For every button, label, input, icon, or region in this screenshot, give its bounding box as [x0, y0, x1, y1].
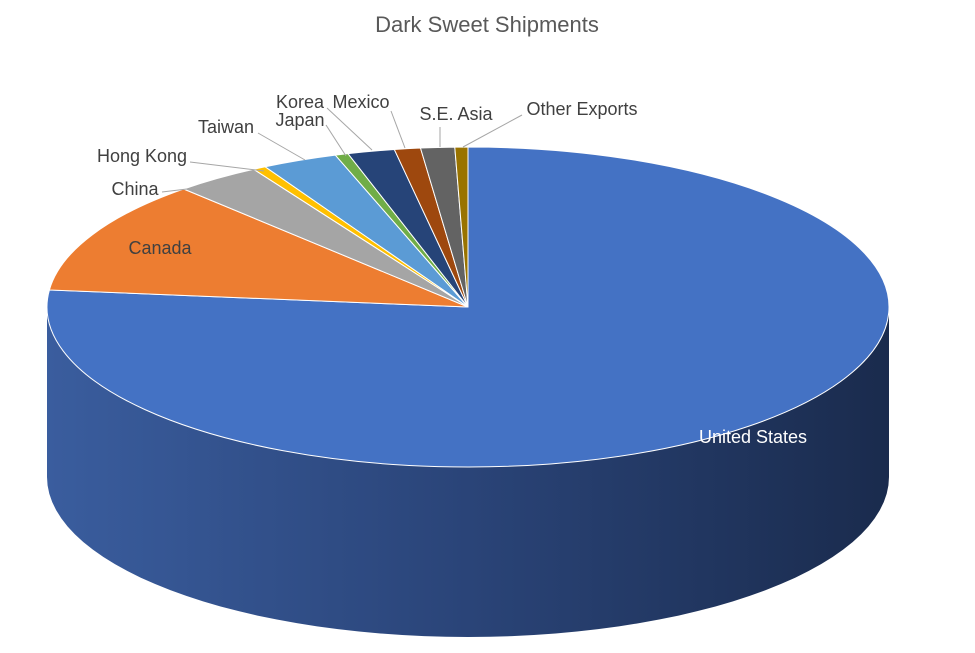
- leader-line: [257, 132, 306, 161]
- data-label: Hong Kong: [97, 146, 187, 166]
- data-label: Mexico: [332, 92, 389, 112]
- chart-title: Dark Sweet Shipments: [375, 12, 599, 37]
- data-label: Other Exports: [526, 99, 637, 119]
- slice: [48, 188, 469, 308]
- leader-line: [189, 161, 265, 172]
- data-label: Korea: [276, 92, 325, 112]
- leader-line: [161, 185, 213, 193]
- slice: [454, 146, 469, 308]
- data-label: S.E. Asia: [419, 104, 493, 124]
- slice-side: [47, 307, 889, 637]
- data-label: United States: [699, 427, 807, 447]
- leader-line: [462, 114, 523, 148]
- leader-line: [390, 110, 406, 149]
- data-label: Canada: [128, 238, 192, 258]
- data-label: Taiwan: [198, 117, 254, 137]
- data-label: China: [111, 179, 159, 199]
- leader-line: [325, 124, 347, 157]
- leader-line: [326, 107, 373, 151]
- data-label: Japan: [275, 110, 324, 130]
